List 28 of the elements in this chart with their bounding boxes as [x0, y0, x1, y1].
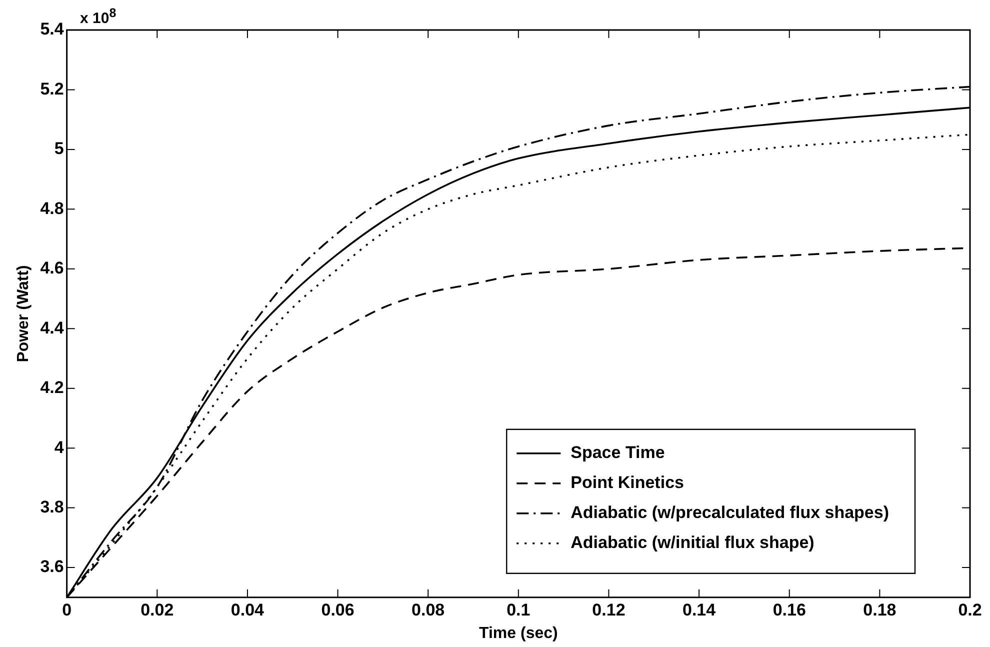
x-tick-label: 0	[62, 600, 72, 620]
y-tick-label: 3.8	[40, 498, 64, 516]
y-axis-title: Power (Watt)	[15, 265, 32, 362]
y-tick-label: 4.8	[40, 198, 64, 218]
x-tick-label: 0.04	[230, 600, 265, 620]
legend-label: Adiabatic (w/precalculated flux shapes)	[570, 503, 890, 522]
x-tick-label: 0.12	[592, 600, 626, 620]
x-axis-title: Time (sec)	[478, 624, 558, 642]
x-tick-label: 0.06	[321, 600, 354, 620]
y-tick-label: 5	[54, 139, 64, 158]
y-tick-label: 5.4	[40, 20, 64, 39]
legend-label: Point Kinetics	[570, 473, 684, 492]
x-tick-label: 0.08	[412, 600, 445, 620]
y-tick-label: 4.2	[40, 378, 64, 398]
x-tick-label: 0.16	[772, 600, 806, 620]
text: x 10$^{8}$	[80, 6, 116, 27]
y-tick-label: 4	[54, 438, 64, 457]
legend-label: Adiabatic (w/initial flux shape)	[570, 533, 814, 552]
legend-label: Space Time	[570, 443, 665, 462]
x-tick-label: 0.14	[682, 600, 716, 620]
y-tick-label: 4.4	[40, 318, 64, 338]
y-tick-label: 4.6	[40, 258, 64, 278]
y-tick-label: 5.2	[40, 79, 64, 98]
y-tick-label: 3.6	[40, 557, 64, 576]
x-tick-label: 0.2	[958, 600, 982, 620]
x-tick-label: 0.02	[140, 600, 174, 620]
x-tick-label: 0.18	[863, 600, 896, 620]
x-tick-label: 0.1	[506, 600, 530, 620]
